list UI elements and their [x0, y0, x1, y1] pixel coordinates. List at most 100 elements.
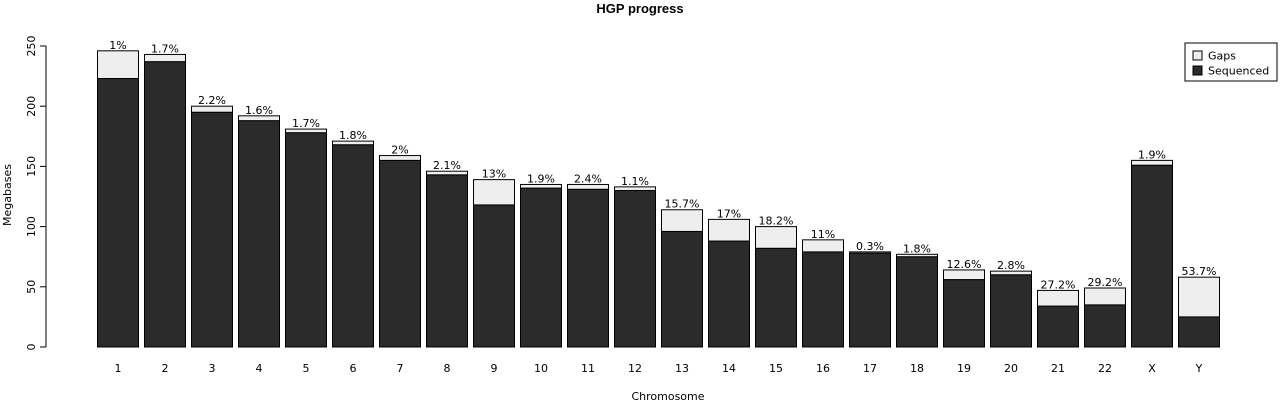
x-tick-label: 3 — [209, 362, 216, 375]
bar-percent-label: 1.7% — [292, 117, 320, 130]
bar-sequenced — [896, 256, 938, 348]
bar-gaps — [144, 53, 186, 63]
bar-percent-label: 13% — [482, 168, 506, 181]
bar-gaps — [1037, 289, 1079, 307]
x-tick-label: 1 — [115, 362, 122, 375]
x-tick-label: 17 — [863, 362, 877, 375]
bar-gaps — [755, 226, 797, 249]
x-tick-label: 18 — [910, 362, 924, 375]
bar-sequenced — [1131, 164, 1173, 348]
bar-gaps — [849, 251, 891, 254]
bar-percent-label: 1% — [109, 39, 126, 52]
bar-percent-label: 0.3% — [856, 240, 884, 253]
bar-percent-label: 1.7% — [151, 42, 179, 55]
bar-gaps — [238, 115, 280, 122]
bars-group: 1% 1.7% 2.2% 1.6% 1.7% 1.8% 2% 2.1% 13% 1.9% 2.4% 1… — [97, 39, 1220, 348]
x-tick-label: 16 — [816, 362, 830, 375]
bar-sequenced — [1084, 304, 1126, 348]
bar-percent-label: 12.6% — [947, 258, 982, 271]
bar-gaps — [1131, 159, 1173, 166]
bar-sequenced — [661, 230, 703, 348]
x-tick-label: 4 — [256, 362, 263, 375]
bar-gaps — [614, 186, 656, 191]
bar-sequenced — [191, 111, 233, 348]
bar-sequenced — [1178, 316, 1220, 348]
bar-sequenced — [520, 187, 562, 348]
bar-sequenced — [708, 240, 750, 348]
bar-gaps — [285, 128, 327, 134]
bar-percent-label: 2.8% — [997, 259, 1025, 272]
bar-gaps — [802, 239, 844, 253]
bar-sequenced — [990, 274, 1032, 348]
x-tick-label: X — [1148, 362, 1156, 375]
bar-gaps — [332, 140, 374, 146]
bar-gaps — [426, 170, 468, 176]
x-tick-label: 5 — [303, 362, 310, 375]
x-tick-label: 19 — [957, 362, 971, 375]
chart-title: HGP progress — [596, 1, 683, 16]
bar-sequenced — [238, 120, 280, 348]
bar-gaps — [708, 218, 750, 242]
y-axis-label: Megabases — [1, 164, 14, 226]
y-tick-label: 250 — [25, 36, 38, 57]
bar-sequenced — [379, 159, 421, 348]
bar-gaps — [191, 105, 233, 113]
bar-gaps — [896, 253, 938, 258]
bar-sequenced — [943, 279, 985, 348]
bar-percent-label: 1.9% — [527, 172, 555, 185]
bar-gaps — [1178, 276, 1220, 318]
bar-sequenced — [614, 189, 656, 348]
x-tick-label: Y — [1195, 362, 1203, 375]
bar-sequenced — [144, 61, 186, 348]
bar-percent-label: 17% — [717, 207, 741, 220]
x-tick-label: 6 — [350, 362, 357, 375]
legend: Gaps Sequenced — [1184, 42, 1278, 82]
bar-gaps — [943, 269, 985, 281]
bar-percent-label: 2.4% — [574, 172, 602, 185]
x-tick-label: 13 — [675, 362, 689, 375]
bar-sequenced — [97, 78, 139, 348]
x-tick-labels: 1 2 3 4 5 6 7 8 9 10 11 12 13 14 15 16 17 18 19 20 21 22 X Y — [115, 362, 1203, 375]
bar-percent-label: 1.6% — [245, 104, 273, 117]
bar-percent-label: 1.8% — [903, 242, 931, 255]
bar-percent-label: 15.7% — [665, 198, 700, 211]
bar-percent-label: 1.1% — [621, 175, 649, 188]
bar-gaps — [661, 209, 703, 232]
x-tick-label: 14 — [722, 362, 736, 375]
bar-sequenced — [426, 174, 468, 348]
bar-percent-label: 53.7% — [1182, 265, 1217, 278]
bar-percent-label: 1.8% — [339, 129, 367, 142]
legend-swatch — [1192, 50, 1203, 61]
y-axis: 0 50 100 150 200 250 — [25, 36, 47, 351]
x-tick-label: 11 — [581, 362, 595, 375]
x-tick-label: 21 — [1051, 362, 1065, 375]
legend-swatch — [1192, 65, 1203, 76]
y-tick-label: 200 — [25, 96, 38, 117]
x-tick-label: 9 — [491, 362, 498, 375]
bar-sequenced — [285, 132, 327, 348]
bar-percent-label: 29.2% — [1088, 276, 1123, 289]
bar-sequenced — [567, 188, 609, 348]
bar-percent-label: 2% — [391, 144, 408, 157]
bar-percent-label: 18.2% — [759, 215, 794, 228]
x-tick-label: 20 — [1004, 362, 1018, 375]
y-tick-label: 150 — [25, 156, 38, 177]
bar-percent-label: 27.2% — [1041, 278, 1076, 291]
bar-sequenced — [473, 204, 515, 348]
bar-percent-label: 11% — [811, 228, 835, 241]
x-tick-label: 22 — [1098, 362, 1112, 375]
y-tick-label: 100 — [25, 216, 38, 237]
x-tick-label: 2 — [162, 362, 169, 375]
bar-percent-label: 2.1% — [433, 159, 461, 172]
x-tick-label: 12 — [628, 362, 642, 375]
bar-sequenced — [849, 252, 891, 348]
bar-gaps — [379, 155, 421, 161]
bar-sequenced — [332, 144, 374, 348]
bar-gaps — [567, 183, 609, 190]
bar-gaps — [990, 270, 1032, 276]
legend-label: Sequenced — [1208, 65, 1269, 78]
bar-gaps — [520, 183, 562, 189]
bar-sequenced — [755, 247, 797, 348]
